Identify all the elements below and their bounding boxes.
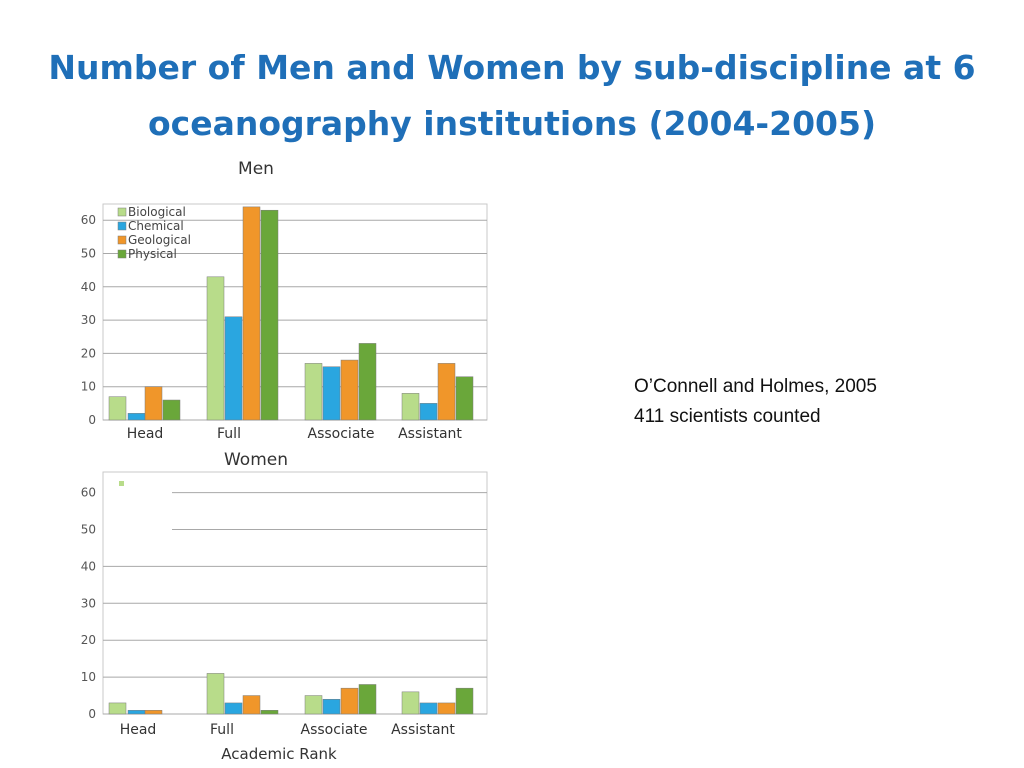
slide-title: Number of Men and Women by sub-disciplin… — [20, 40, 1004, 152]
bar-geological-assistant — [437, 702, 456, 715]
sample-size-line: 411 scientists counted — [634, 406, 821, 427]
bar-biological-head — [108, 396, 127, 421]
slide-title-line-1: Number of Men and Women by sub-disciplin… — [48, 48, 976, 87]
bar-chemical-full — [224, 316, 243, 421]
y-tick-label: 40 — [81, 559, 96, 573]
y-tick-label: 20 — [81, 633, 96, 647]
bar-geological-head — [144, 710, 163, 715]
bar-biological-associate — [304, 695, 323, 715]
plot-area-2 — [102, 471, 488, 715]
y-tick-label: 30 — [81, 596, 96, 610]
bar-biological-assistant — [401, 393, 420, 421]
bar-geological-associate — [340, 359, 359, 421]
bar-physical-associate — [358, 684, 377, 715]
y-tick-label: 60 — [81, 213, 96, 227]
bar-chemical-head — [127, 413, 146, 421]
bar-physical-full — [260, 209, 279, 421]
y-tick-label: 50 — [81, 523, 96, 537]
citation-line: O’Connell and Holmes, 2005 — [634, 376, 877, 397]
plot-area-1 — [102, 203, 488, 421]
bar-biological-full — [206, 276, 225, 421]
y-tick-label: 60 — [81, 486, 96, 500]
y-tick-label: 40 — [81, 280, 96, 294]
bar-biological-head — [108, 702, 127, 715]
bar-physical-assistant — [455, 376, 474, 421]
x-tick-label: Head — [127, 426, 164, 442]
legend-label-biological: Biological — [128, 205, 186, 219]
bar-geological-head — [144, 386, 163, 421]
bar-biological-assistant — [401, 691, 420, 715]
x-tick-label: Associate — [308, 426, 375, 442]
x-tick-label: Full — [217, 426, 241, 442]
slide-title-line-2: oceanography institutions (2004-2005) — [147, 104, 877, 143]
y-tick-label: 0 — [88, 707, 96, 721]
bar-geological-assistant — [437, 363, 456, 421]
legend-swatch-remnant — [119, 481, 124, 486]
bar-physical-head — [162, 399, 181, 421]
legend-swatch-chemical — [117, 221, 127, 231]
bar-biological-full — [206, 673, 225, 715]
bar-geological-associate — [340, 687, 359, 715]
chart-title: Men — [238, 159, 274, 179]
bar-chemical-assistant — [419, 403, 438, 421]
bar-biological-associate — [304, 363, 323, 421]
x-tick-label: Head — [120, 722, 157, 738]
legend-label-chemical: Chemical — [128, 219, 184, 233]
x-tick-label: Associate — [301, 722, 368, 738]
bar-chemical-full — [224, 702, 243, 715]
legend-swatch-physical — [117, 249, 127, 259]
x-tick-label: Full — [210, 722, 234, 738]
bar-physical-associate — [358, 343, 377, 421]
bar-chemical-assistant — [419, 702, 438, 715]
bar-physical-assistant — [455, 687, 474, 715]
y-tick-label: 10 — [81, 670, 96, 684]
x-tick-label: Assistant — [391, 722, 455, 738]
legend-label-physical: Physical — [128, 247, 177, 261]
y-tick-label: 20 — [81, 346, 96, 360]
legend-swatch-biological — [117, 207, 127, 217]
x-tick-label: Assistant — [398, 426, 462, 442]
y-tick-label: 0 — [88, 413, 96, 427]
y-tick-label: 50 — [81, 247, 96, 261]
chart-title: Women — [224, 450, 288, 470]
bar-geological-full — [242, 695, 261, 715]
legend-label-geological: Geological — [128, 233, 191, 247]
citation-note: O’Connell and Holmes, 2005 411 scientist… — [634, 372, 877, 432]
x-axis-label: Academic Rank — [221, 745, 337, 763]
bar-geological-full — [242, 206, 261, 421]
y-tick-label: 10 — [81, 380, 96, 394]
bar-chemical-associate — [322, 366, 341, 421]
y-tick-label: 30 — [81, 313, 96, 327]
bar-chemical-associate — [322, 698, 341, 715]
bar-physical-full — [260, 710, 279, 715]
bar-chemical-head — [127, 710, 146, 715]
legend-swatch-geological — [117, 235, 127, 245]
